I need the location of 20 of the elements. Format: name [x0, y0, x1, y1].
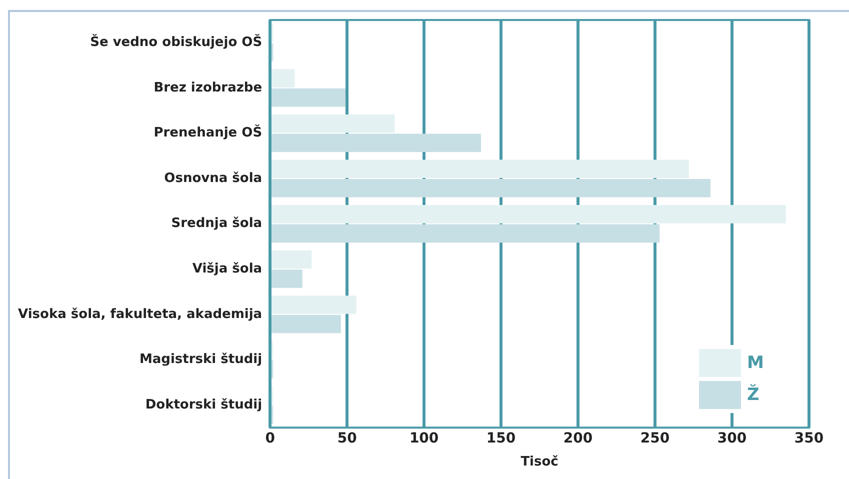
y-tick-label: Brez izobrazbe: [154, 80, 262, 96]
y-tick-label: Visoka šola, fakulteta, akademija: [18, 306, 262, 322]
x-tick-label: 350: [794, 430, 824, 447]
x-axis-title: Tisoč: [520, 454, 558, 470]
x-tick-label: 200: [563, 430, 593, 447]
x-tick-label: 0: [265, 430, 276, 447]
y-tick-label: Magistrski študij: [139, 352, 262, 368]
legend-label: M: [747, 352, 764, 373]
legend-label: Ž: [747, 384, 760, 405]
x-tick-label: 150: [486, 430, 516, 447]
x-tick-label: 300: [717, 430, 747, 447]
y-tick-label: Višja šola: [192, 261, 262, 276]
x-tick-label: 50: [337, 430, 358, 447]
y-tick-label: Doktorski študij: [145, 397, 262, 412]
x-tick-label: 100: [409, 430, 439, 447]
y-tick-label: Prenehanje OŠ: [154, 124, 262, 141]
y-tick-label: Osnovna šola: [164, 170, 262, 186]
y-tick-label: Srednja šola: [171, 216, 262, 232]
x-tick-label: 250: [640, 430, 670, 447]
y-tick-label: Še vedno obiskujejo OŠ: [90, 33, 262, 50]
